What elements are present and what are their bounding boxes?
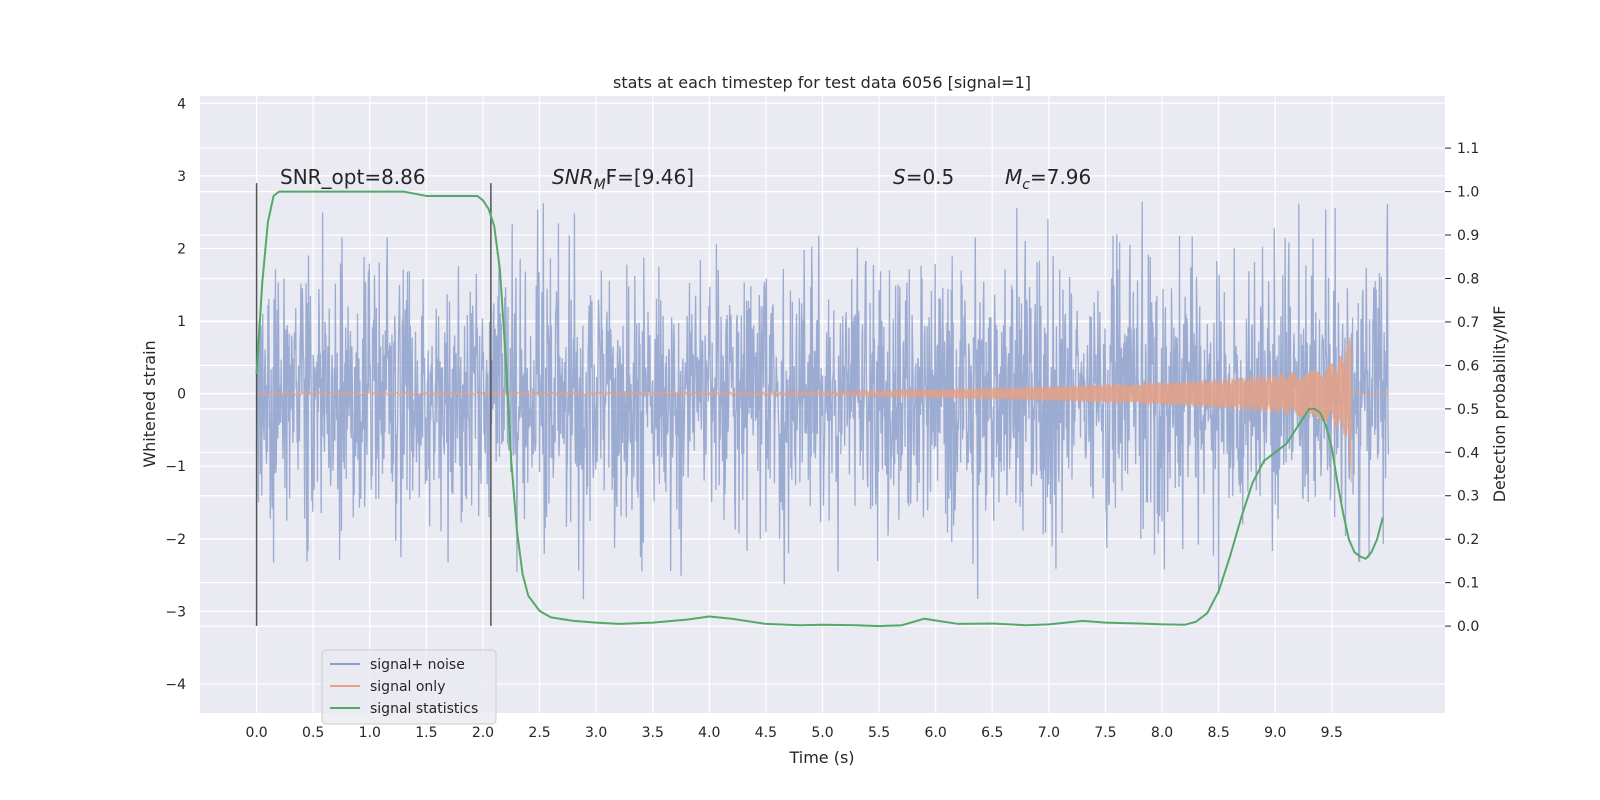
y-left-axis-label: Whitened strain [140,340,159,467]
annotation-snr-mf-base: SNR [552,165,594,189]
chart-title: stats at each timestep for test data 605… [613,73,1031,92]
annotation-mc-sub: c [1022,177,1030,193]
y-left-tick-label: −2 [165,532,186,548]
y-right-tick-label: 0.6 [1457,358,1479,374]
y-right-tick-label: 0.8 [1457,271,1479,287]
y-right-tick-label: 1.0 [1457,185,1479,201]
annotation-snr-mf-rest: F=[9.46] [606,165,694,189]
y-left-tick-label: 0 [177,387,186,403]
x-tick-label: 5.5 [868,725,890,741]
y-left-tick-label: −1 [165,459,186,475]
x-tick-label: 1.0 [359,725,381,741]
x-axis-label: Time (s) [788,748,854,767]
x-tick-label: 9.5 [1321,725,1343,741]
y-right-tick-label: 0.0 [1457,619,1479,635]
legend-label-signal-only: signal only [370,679,445,695]
x-tick-label: 3.5 [642,725,664,741]
y-left-tick-label: −4 [165,677,186,693]
annotation-snr-mf: SNRMF=[9.46] [552,165,694,193]
annotation-mc-value: =7.96 [1030,165,1091,189]
y-right-tick-label: 0.7 [1457,315,1479,331]
legend: signal+ noise signal only signal statist… [321,649,497,725]
x-tick-label: 8.0 [1151,725,1173,741]
x-tick-label: 3.0 [585,725,607,741]
y-left-tick-label: 2 [177,241,186,257]
y-right-tick-label: 0.5 [1457,402,1479,418]
x-tick-label: 0.5 [302,725,324,741]
x-tick-label: 2.5 [528,725,550,741]
series-signal-statistics [255,190,1384,628]
y-right-axis-ticks: 1.1 1.0 0.9 0.8 0.7 0.6 0.5 0.4 0.3 0.2 0.1 0.0 [1445,141,1479,635]
x-axis-ticks: 0.0 0.5 1.0 1.5 2.0 2.5 3.0 3.5 4.0 4.5 5.0 5.5 6.0 6… [245,725,1342,741]
series-signal-noise [255,201,1390,600]
y-right-tick-label: 0.2 [1457,532,1479,548]
signal-only-trace [256,337,1389,483]
y-left-tick-label: 4 [177,96,186,112]
legend-label-signal-noise: signal+ noise [370,657,465,673]
x-tick-label: 9.0 [1264,725,1286,741]
noise-trace [255,201,1390,600]
annotation-mc-symbol: M [1005,165,1022,189]
annotation-mc: Mc=7.96 [1005,165,1091,193]
x-tick-label: 7.0 [1038,725,1060,741]
y-right-tick-label: 0.1 [1457,576,1479,592]
legend-label-signal-statistics: signal statistics [370,701,478,717]
x-tick-label: 4.5 [755,725,777,741]
y-right-tick-label: 0.4 [1457,445,1479,461]
vertical-markers [255,183,492,626]
x-tick-label: 8.5 [1208,725,1230,741]
x-tick-label: 5.0 [811,725,833,741]
annotation-s-symbol: S [893,165,906,189]
series-signal-only [256,337,1389,483]
y-left-axis-ticks: 4 3 2 1 0 −1 −2 −3 −4 [165,96,186,693]
legend-box [321,649,497,725]
annotation-s-value: =0.5 [906,165,955,189]
annotation-snr-opt: SNR_opt=8.86 [280,165,426,189]
y-right-tick-label: 1.1 [1457,141,1479,157]
y-left-tick-label: −3 [165,604,186,620]
x-tick-label: 4.0 [698,725,720,741]
signal-statistics-line [255,190,1384,628]
y-left-tick-label: 1 [177,314,186,330]
annotation-s: S=0.5 [893,165,954,189]
x-tick-label: 2.0 [472,725,494,741]
x-tick-label: 6.0 [925,725,947,741]
y-right-axis-label: Detection probability/MF [1490,306,1509,503]
y-right-tick-label: 0.3 [1457,489,1479,505]
annotation-snr-mf-sub: M [594,177,606,193]
y-left-tick-label: 3 [177,169,186,185]
x-tick-label: 6.5 [981,725,1003,741]
y-right-tick-label: 0.9 [1457,228,1479,244]
x-tick-label: 0.0 [245,725,267,741]
x-tick-label: 1.5 [415,725,437,741]
x-tick-label: 7.5 [1094,725,1116,741]
